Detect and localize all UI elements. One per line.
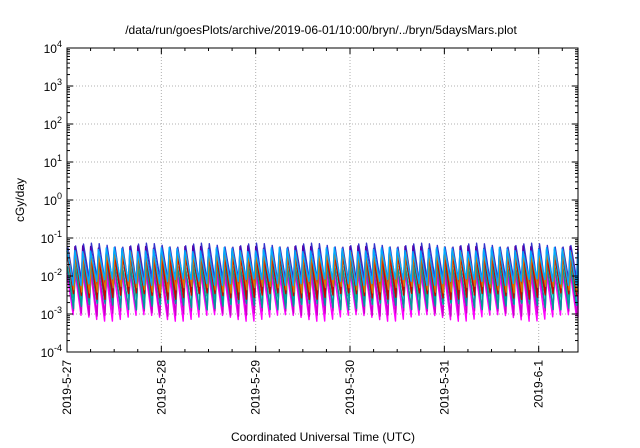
y-tick-label: 10-3 <box>41 305 62 322</box>
y-axis-label: cGy/day <box>13 178 27 222</box>
x-axis: 2019-5-27 2019-5-28 2019-5-29 2019-5-30 2019… <box>60 48 563 415</box>
y-tick-label: 10-4 <box>41 343 62 360</box>
y-tick-label: 100 <box>44 191 62 208</box>
y-tick-label: 101 <box>44 153 62 170</box>
x-tick-label: 2019-5-27 <box>60 360 74 415</box>
x-tick-label: 2019-6-1 <box>532 360 546 408</box>
y-tick-label: 10-1 <box>41 229 62 246</box>
chart-title: /data/run/goesPlots/archive/2019-06-01/1… <box>125 23 517 37</box>
series-line-9 <box>66 246 579 287</box>
y-tick-label: 10-2 <box>41 267 62 284</box>
y-tick-label: 103 <box>44 77 62 94</box>
x-tick-label: 2019-5-29 <box>249 360 263 415</box>
x-tick-label: 2019-5-30 <box>343 360 357 415</box>
y-axis: 10-4 10-3 10-2 10-1 100 101 102 103 104 <box>41 39 578 360</box>
series-lines <box>66 242 579 322</box>
x-axis-label: Coordinated Universal Time (UTC) <box>231 430 415 444</box>
x-tick-label: 2019-5-28 <box>154 360 168 415</box>
y-tick-label: 104 <box>44 39 62 56</box>
y-tick-label: 102 <box>44 115 62 132</box>
x-tick-label: 2019-5-31 <box>437 360 451 415</box>
